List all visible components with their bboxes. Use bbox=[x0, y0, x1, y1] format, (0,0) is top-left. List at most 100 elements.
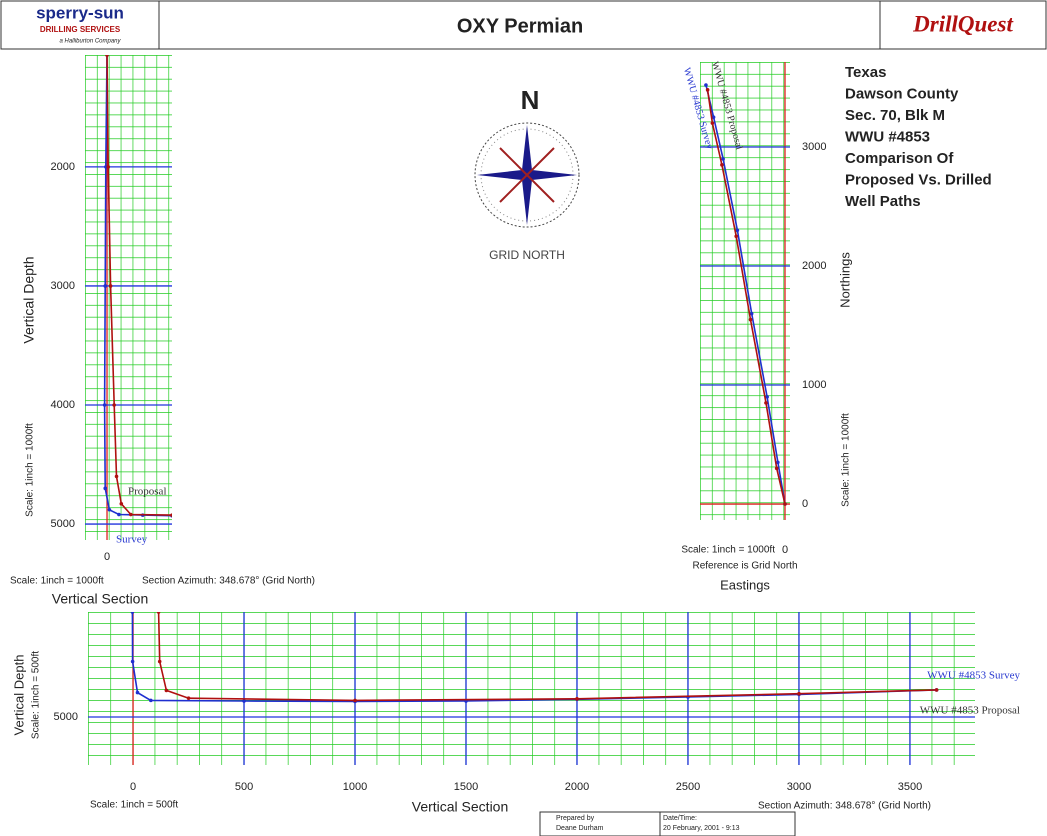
data-point bbox=[783, 502, 787, 506]
data-point bbox=[764, 401, 768, 405]
y-tick-label: 0 bbox=[802, 498, 808, 510]
series-line bbox=[157, 612, 937, 702]
data-point bbox=[135, 690, 140, 695]
y-tick-label: 3000 bbox=[802, 141, 826, 153]
y-tick-label: 3000 bbox=[51, 280, 75, 292]
series-label: Proposal bbox=[128, 486, 167, 498]
x-tick-label: 1500 bbox=[454, 781, 478, 793]
annotation: Scale: 1inch = 1000ft bbox=[841, 413, 852, 507]
data-point bbox=[711, 115, 716, 120]
logo-sub: DRILLING SERVICES bbox=[40, 25, 121, 34]
annotation: Scale: 1inch = 500ft bbox=[90, 800, 178, 811]
x-tick-label: 0 bbox=[782, 544, 788, 556]
annotation: Reference is Grid North bbox=[692, 561, 797, 572]
logo-text: DrillQuest bbox=[912, 11, 1013, 36]
data-point bbox=[164, 688, 169, 693]
plot bbox=[700, 62, 790, 520]
series-label: WWU #4853 Survey bbox=[927, 670, 1020, 682]
y-tick-label: 2000 bbox=[802, 260, 826, 272]
y-axis-label: Vertical Depth bbox=[21, 256, 37, 343]
data-point bbox=[103, 284, 108, 288]
data-point bbox=[765, 395, 769, 399]
info-line: Comparison Of bbox=[845, 150, 954, 167]
x-tick-label: 0 bbox=[130, 781, 136, 793]
annotation: Scale: 1inch = 1000ft bbox=[10, 576, 104, 587]
data-point bbox=[129, 512, 133, 517]
footer-box bbox=[539, 811, 661, 836]
footer-label: Date/Time: bbox=[663, 815, 697, 822]
x-tick-label: 3000 bbox=[787, 781, 811, 793]
y-tick-label: 4000 bbox=[51, 399, 75, 411]
series-label: WWU #4853 Proposal bbox=[920, 705, 1020, 717]
y-axis-label: Northings bbox=[837, 252, 852, 308]
footer-value: Deane Durham bbox=[556, 825, 604, 832]
info-line: Texas bbox=[845, 64, 886, 81]
annotation: Section Azimuth: 348.678° (Grid North) bbox=[142, 576, 315, 587]
compass-north: N bbox=[521, 85, 540, 115]
footer-label: Prepared by bbox=[556, 815, 595, 822]
y-axis-label: Vertical Depth bbox=[11, 655, 26, 736]
data-point bbox=[149, 698, 153, 703]
data-point bbox=[575, 697, 579, 701]
x-axis-label: Vertical Section bbox=[412, 799, 509, 815]
y-tick-label: 2000 bbox=[51, 161, 75, 173]
data-point bbox=[117, 512, 121, 517]
series-label: Survey bbox=[116, 534, 148, 546]
series-line bbox=[106, 55, 172, 516]
y-tick-label: 1000 bbox=[802, 379, 826, 391]
footer-box bbox=[659, 811, 796, 836]
data-point bbox=[107, 507, 112, 512]
plot-area bbox=[88, 612, 975, 765]
data-point bbox=[114, 474, 119, 479]
data-point bbox=[106, 165, 111, 169]
plot bbox=[85, 55, 172, 540]
logo-tag: a Halliburton Company bbox=[59, 39, 121, 45]
data-point bbox=[130, 659, 135, 664]
plot-area bbox=[85, 55, 172, 540]
x-axis-label: Eastings bbox=[720, 577, 770, 592]
y-tick-label: 5000 bbox=[51, 518, 75, 530]
data-point bbox=[749, 311, 754, 316]
x-tick-label: 0 bbox=[104, 551, 110, 563]
data-point bbox=[774, 466, 779, 471]
data-point bbox=[108, 284, 113, 288]
x-tick-label: 3500 bbox=[898, 781, 922, 793]
data-point bbox=[720, 163, 724, 167]
info-line: Proposed Vs. Drilled bbox=[845, 171, 992, 188]
data-point bbox=[130, 612, 135, 614]
info-line: Well Paths bbox=[845, 193, 921, 210]
x-tick-label: 2500 bbox=[676, 781, 700, 793]
data-point bbox=[721, 157, 725, 161]
data-point bbox=[734, 234, 738, 239]
data-point bbox=[186, 696, 191, 700]
data-point bbox=[705, 88, 710, 92]
data-point bbox=[704, 83, 708, 87]
logo-text: sperry-sun bbox=[36, 3, 124, 22]
logo-box bbox=[879, 0, 1047, 50]
data-point bbox=[170, 513, 172, 517]
info-line: Sec. 70, Blk M bbox=[845, 107, 945, 124]
data-point bbox=[353, 698, 357, 703]
series-line bbox=[705, 84, 786, 505]
data-point bbox=[934, 688, 939, 692]
compass bbox=[474, 122, 580, 228]
data-point bbox=[242, 699, 246, 703]
annotation: Scale: 1inch = 1000ft bbox=[25, 423, 36, 517]
data-point bbox=[156, 612, 161, 614]
data-point bbox=[105, 55, 109, 57]
y-tick-label: 5000 bbox=[54, 711, 78, 723]
series-line bbox=[706, 89, 786, 505]
compass-label: GRID NORTH bbox=[489, 248, 565, 262]
data-point bbox=[797, 691, 801, 696]
annotation: Scale: 1inch = 1000ft bbox=[681, 545, 775, 556]
info-line: WWU #4853 bbox=[845, 128, 930, 145]
data-point bbox=[112, 403, 116, 407]
x-tick-label: 1000 bbox=[343, 781, 367, 793]
data-point bbox=[748, 317, 753, 322]
data-point bbox=[735, 228, 740, 233]
data-point bbox=[119, 502, 124, 506]
x-tick-label: 500 bbox=[235, 781, 253, 793]
x-axis-label: Vertical Section bbox=[52, 591, 149, 607]
